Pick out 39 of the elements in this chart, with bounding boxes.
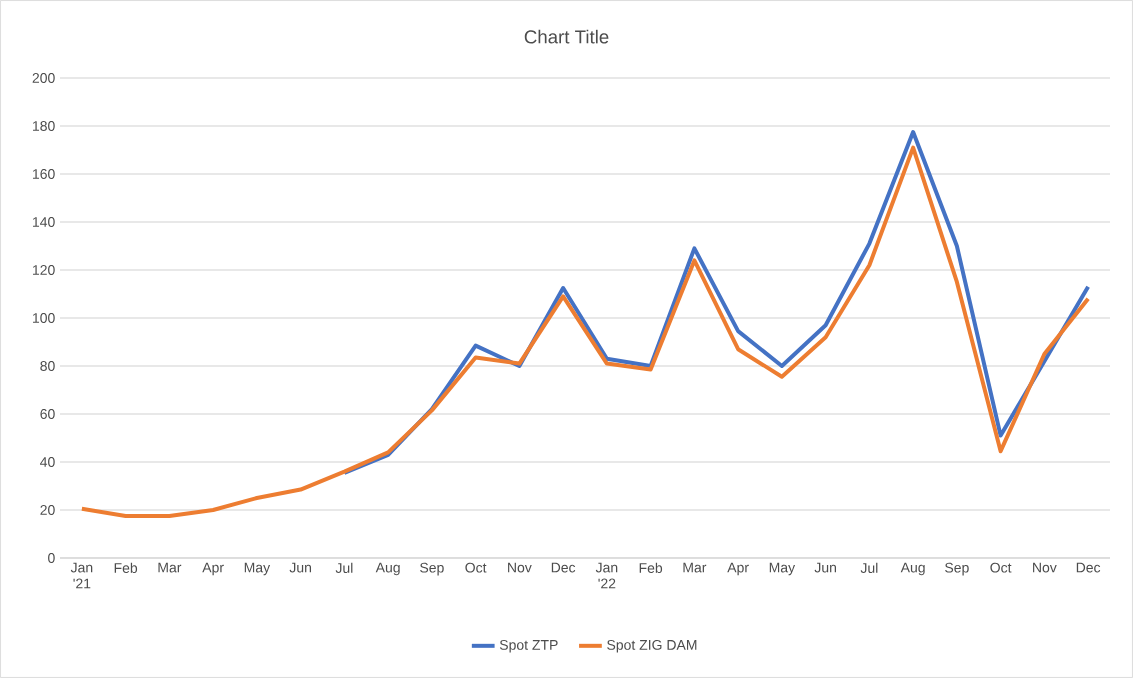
x-tick-label: Oct bbox=[990, 562, 1012, 573]
x-tick-label: May bbox=[244, 562, 271, 576]
x-tick-label: May bbox=[769, 562, 796, 576]
x-tick-label: Mar bbox=[158, 562, 182, 573]
x-tick-label: Feb bbox=[639, 562, 663, 573]
y-tick-label: 80 bbox=[40, 361, 55, 371]
y-tick-label: 200 bbox=[32, 73, 55, 83]
y-tick-label: 40 bbox=[40, 457, 55, 467]
y-tick-label: 0 bbox=[48, 553, 55, 563]
x-tick-label: Jan '22 bbox=[595, 562, 618, 589]
x-tick-label: Apr bbox=[727, 562, 749, 576]
x-tick-label: Aug bbox=[375, 562, 400, 576]
x-tick-label: Sep bbox=[420, 562, 444, 576]
x-tick-label: Jul bbox=[335, 562, 353, 573]
y-tick-label: 180 bbox=[33, 121, 55, 131]
x-tick-label: Jun bbox=[814, 562, 836, 573]
legend-label: Spot ZTP bbox=[499, 639, 558, 653]
y-tick-label: 20 bbox=[40, 505, 55, 515]
legend-label: Spot ZIG DAM bbox=[607, 639, 697, 653]
x-tick-label: Oct bbox=[465, 562, 487, 573]
y-tick-label: 60 bbox=[40, 409, 55, 419]
x-tick-label: Sep bbox=[945, 562, 969, 576]
x-tick-label: Jan '21 bbox=[70, 562, 93, 589]
x-tick-label: Apr bbox=[202, 562, 224, 576]
x-tick-label: Feb bbox=[114, 562, 138, 573]
y-tick-label: 160 bbox=[33, 169, 55, 179]
y-tick-label: 100 bbox=[33, 313, 55, 323]
line-series bbox=[79, 145, 1091, 518]
x-tick-label: Aug bbox=[900, 562, 925, 576]
x-tick-label: Nov bbox=[1033, 562, 1057, 573]
x-tick-label: Jun bbox=[289, 562, 312, 573]
y-tick-label: 140 bbox=[33, 217, 55, 227]
x-tick-label: Dec bbox=[1076, 562, 1101, 573]
y-tick-label: 120 bbox=[33, 265, 55, 275]
chart-title: Chart Title bbox=[524, 29, 609, 44]
x-tick-label: Dec bbox=[551, 562, 576, 573]
x-tick-label: Nov bbox=[508, 562, 532, 573]
x-tick-label: Mar bbox=[683, 562, 707, 573]
x-tick-label: Jul bbox=[860, 562, 878, 573]
